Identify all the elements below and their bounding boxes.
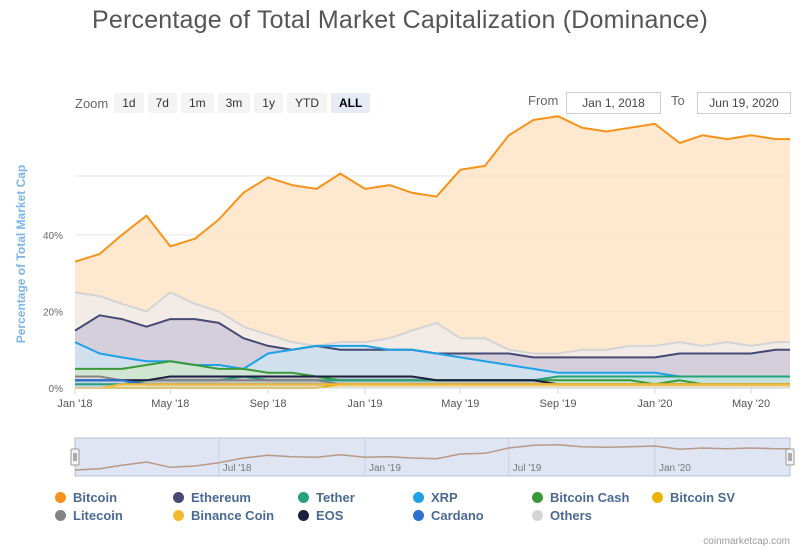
legend-marker-bitcoin xyxy=(55,492,66,503)
x-tick-label: Jan '18 xyxy=(57,398,92,410)
legend-item-tether[interactable]: Tether xyxy=(298,490,355,505)
legend-label: Bitcoin SV xyxy=(670,490,736,505)
zoom-label: Zoom xyxy=(75,95,109,111)
to-label: To xyxy=(671,93,685,108)
navigator-label: Jan '20 xyxy=(659,463,691,474)
line-binance-coin xyxy=(75,383,790,389)
zoom-button-1y[interactable]: 1y xyxy=(254,93,283,113)
y-tick-label: 40% xyxy=(43,231,63,242)
legend-item-bitcoin-sv[interactable]: Bitcoin SV xyxy=(652,490,735,505)
legend-marker-binance-coin xyxy=(173,510,184,521)
y-tick-label: 0% xyxy=(49,384,64,395)
legend-item-binance-coin[interactable]: Binance Coin xyxy=(173,508,274,523)
legend-label: Others xyxy=(550,508,592,523)
zoom-button-7d[interactable]: 7d xyxy=(147,93,177,113)
navigator-label: Jul '19 xyxy=(513,463,542,474)
line-others xyxy=(74,291,790,355)
from-date-input[interactable]: Jan 1, 2018 xyxy=(566,92,661,114)
legend-label: XRP xyxy=(431,490,458,505)
legend-item-bitcoin[interactable]: Bitcoin xyxy=(55,490,117,505)
legend-label: Bitcoin xyxy=(73,490,118,505)
area-bitcoin xyxy=(75,116,790,388)
area-series xyxy=(75,116,790,388)
navigator-left-handle[interactable] xyxy=(70,448,80,466)
x-tick-label: Jan '20 xyxy=(637,398,672,410)
navigator-selection[interactable] xyxy=(74,437,791,477)
to-date-input[interactable]: Jun 19, 2020 xyxy=(697,92,791,114)
legend-item-others[interactable]: Others xyxy=(532,508,592,523)
x-tick-label: May '18 xyxy=(151,398,189,410)
x-tick-label: Jan '19 xyxy=(347,398,382,410)
legend-marker-xrp xyxy=(413,492,424,503)
legend-item-cardano[interactable]: Cardano xyxy=(413,508,484,523)
navigator-series-line xyxy=(74,443,790,471)
legend-item-ethereum[interactable]: Ethereum xyxy=(173,490,251,505)
legend-marker-bitcoin-sv xyxy=(652,492,663,503)
y-tick-label: 20% xyxy=(43,307,63,318)
y-axis: 0% 20% 40% Percentage of Total Market Cap xyxy=(14,165,63,395)
zoom-button-ytd[interactable]: YTD xyxy=(286,93,327,113)
legend-label: Bitcoin Cash xyxy=(550,490,630,505)
legend-label: Cardano xyxy=(431,508,484,523)
line-series xyxy=(74,115,790,389)
legend-item-litecoin[interactable]: Litecoin xyxy=(55,508,123,523)
legend-marker-eos xyxy=(298,510,309,521)
legend-label: Ethereum xyxy=(191,490,251,505)
x-axis: Jan '18 May '18 Sep '18 Jan '19 May '19 Sep '… xyxy=(57,387,790,410)
legend-marker-ethereum xyxy=(173,492,184,503)
credit-text: coinmarketcap.com xyxy=(703,536,790,547)
zoom-button-1d[interactable]: 1d xyxy=(114,93,144,113)
legend-label: EOS xyxy=(316,508,344,523)
x-tick-label: Sep '19 xyxy=(540,398,577,410)
legend-label: Tether xyxy=(316,490,355,505)
zoom-button-all[interactable]: ALL xyxy=(330,93,371,113)
x-tick-label: May '19 xyxy=(441,398,479,410)
legend-label: Binance Coin xyxy=(191,508,275,523)
zoom-button-3m[interactable]: 3m xyxy=(217,93,251,113)
legend-label: Litecoin xyxy=(73,508,123,523)
x-tick-label: Sep '18 xyxy=(250,398,287,410)
x-tick-label: May '20 xyxy=(732,398,770,410)
zoom-controls: Zoom 1d 7d 1m 3m 1y YTD ALL xyxy=(75,92,371,114)
navigator-label: Jul '18 xyxy=(223,463,252,474)
navigator[interactable]: Jul '18 Jan '19 Jul '19 Jan '20 xyxy=(70,437,795,477)
y-axis-label: Percentage of Total Market Cap xyxy=(14,165,28,344)
line-bitcoin xyxy=(74,115,790,263)
navigator-label: Jan '19 xyxy=(369,463,401,474)
legend-marker-tether xyxy=(298,492,309,503)
legend-marker-cardano xyxy=(413,510,424,521)
legend-item-xrp[interactable]: XRP xyxy=(413,490,458,505)
legend-item-eos[interactable]: EOS xyxy=(298,508,343,523)
legend-marker-litecoin xyxy=(55,510,66,521)
navigator-right-handle[interactable] xyxy=(785,448,795,466)
legend-marker-others xyxy=(532,510,543,521)
legend-item-bitcoin-cash[interactable]: Bitcoin Cash xyxy=(532,490,629,505)
zoom-button-1m[interactable]: 1m xyxy=(180,93,214,113)
from-label: From xyxy=(528,93,559,108)
chart-title: Percentage of Total Market Capitalizatio… xyxy=(92,6,708,34)
legend-marker-bitcoin-cash xyxy=(532,492,543,503)
